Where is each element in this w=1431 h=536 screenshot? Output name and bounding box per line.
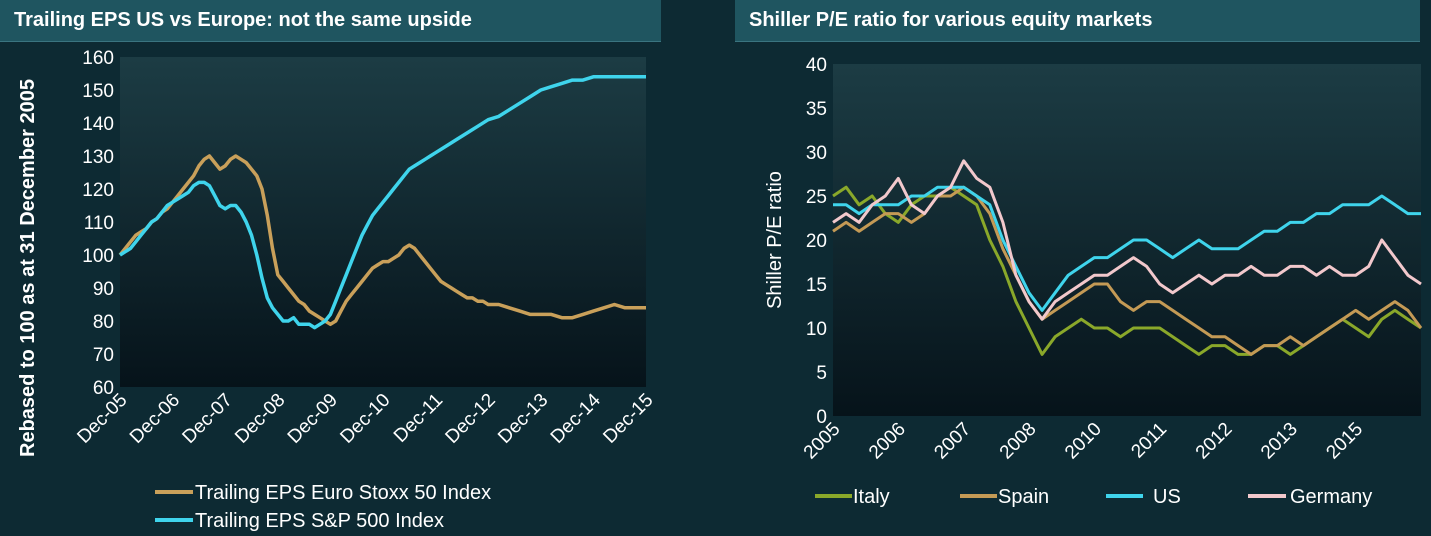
eps-y-axis-label: Rebased to 100 as at 31 December 2005 [17,79,39,457]
x-tick-label: Dec-12 [442,390,500,448]
x-tick-label: Dec-10 [336,390,394,448]
shiller-y-axis-label: Shiller P/E ratio [764,171,786,309]
y-tick-label: 30 [806,143,827,164]
x-tick-label: Dec-14 [547,389,605,447]
chart-title-left: Trailing EPS US vs Europe: not the same … [0,0,661,42]
y-tick-label: 140 [82,114,114,135]
x-tick-label: 2008 [996,419,1041,464]
legend-italy-label: Italy [853,486,890,508]
x-tick-label: Dec-07 [179,390,237,448]
series-line-germany [832,159,1422,321]
y-tick-label: 80 [93,312,114,333]
x-tick-label: Dec-09 [284,390,342,448]
y-tick-label: 40 [806,55,827,76]
legend-spain-label: Spain [998,486,1049,508]
x-tick-label: Dec-11 [390,390,447,447]
legend-germany-label: Germany [1290,486,1372,508]
y-tick-label: 0 [816,407,827,428]
y-tick-label: 150 [82,81,114,102]
y-tick-label: 60 [93,378,114,399]
y-tick-label: 5 [816,363,827,384]
x-tick-label: 2010 [1061,419,1106,464]
y-tick-label: 110 [84,213,114,234]
eps-plot-area [120,57,646,387]
legend-us-label: US [1153,486,1181,508]
y-tick-label: 20 [806,231,827,252]
y-tick-label: 120 [82,180,114,201]
x-tick-label: 2011 [1127,419,1171,463]
chart-title-right: Shiller P/E ratio for various equity mar… [735,0,1420,42]
series-line-euro [118,154,646,327]
shiller-legend: Italy Spain US Germany [815,486,1372,508]
y-tick-label: 160 [82,48,114,69]
eps-legend: Trailing EPS Euro Stoxx 50 Index Trailin… [155,482,491,532]
y-tick-label: 10 [806,319,827,340]
series-line-us [833,185,1421,312]
y-tick-label: 70 [93,345,114,366]
shiller-chart: 0 5 10 15 20 25 30 35 40 2005 2006 2007 2008 2010 201… [764,55,1423,508]
x-tick-label: Dec-08 [231,390,289,448]
y-tick-label: 130 [82,147,114,168]
shiller-plot-area [833,64,1421,416]
y-tick-label: 35 [806,99,827,120]
x-tick-label: Dec-15 [599,390,657,448]
x-tick-label: 2005 [800,419,845,464]
x-tick-label: 2013 [1257,419,1302,464]
x-tick-label: Dec-06 [126,390,184,448]
legend-sp-label: Trailing EPS S&P 500 Index [195,510,444,532]
x-tick-label: 2015 [1322,419,1367,464]
x-tick-label: 2006 [865,419,910,464]
legend-euro-label: Trailing EPS Euro Stoxx 50 Index [195,482,491,504]
y-tick-label: 25 [806,187,827,208]
series-line-sp [119,75,646,330]
x-tick-label: 2007 [930,419,975,464]
x-tick-label: Dec-13 [494,390,552,448]
x-tick-label: 2012 [1192,419,1237,464]
y-tick-label: 100 [82,246,114,267]
y-tick-label: 90 [93,279,114,300]
y-tick-label: 15 [806,275,827,296]
